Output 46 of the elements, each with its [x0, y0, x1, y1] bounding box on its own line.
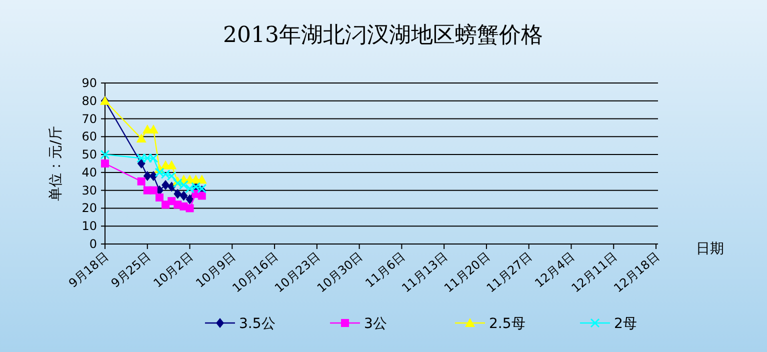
point	[174, 188, 182, 199]
point	[185, 184, 195, 194]
point	[136, 153, 146, 163]
legend-label: 3.5公	[239, 316, 276, 332]
y-tick-label: 40	[82, 165, 97, 180]
y-tick-label: 20	[82, 201, 97, 216]
point	[100, 150, 110, 160]
point	[137, 158, 146, 168]
chart-title: 2013年湖北汈汊湖地区螃蟹价格	[223, 23, 543, 48]
x-axis-title: 日期	[696, 241, 724, 257]
x-tick-label: 10月2日	[150, 250, 196, 290]
y-tick-label: 70	[82, 112, 97, 126]
y-tick-label: 80	[82, 94, 97, 108]
point	[180, 190, 188, 201]
point	[155, 193, 164, 202]
point	[196, 174, 207, 184]
y-tick-label: 0	[89, 237, 97, 251]
point	[186, 194, 194, 204]
point	[162, 180, 170, 190]
point	[137, 177, 146, 186]
point	[172, 178, 182, 188]
legend-label: 2母	[614, 316, 637, 332]
x-tick-label: 9月18日	[66, 250, 111, 290]
point	[142, 153, 152, 163]
point	[154, 168, 164, 178]
point	[136, 133, 146, 142]
point	[101, 160, 109, 168]
x-tick-label: 9月25日	[108, 250, 154, 290]
y-tick-label: 30	[82, 183, 97, 198]
y-axis-title: 单位：元/斤	[48, 126, 64, 201]
legend-label: 3公	[364, 316, 387, 332]
point	[160, 169, 170, 179]
point	[198, 192, 206, 200]
point	[149, 186, 158, 194]
point	[178, 180, 188, 190]
y-tick-label: 10	[82, 219, 97, 234]
point	[166, 160, 177, 170]
y-tick-label: 90	[82, 76, 97, 90]
point	[148, 153, 158, 163]
point	[143, 171, 152, 182]
legend-label: 2.5母	[489, 316, 526, 332]
y-tick-label: 50	[82, 148, 97, 162]
point	[166, 171, 176, 181]
y-tick-label: 60	[82, 130, 97, 144]
point	[186, 204, 194, 212]
point	[149, 171, 158, 182]
